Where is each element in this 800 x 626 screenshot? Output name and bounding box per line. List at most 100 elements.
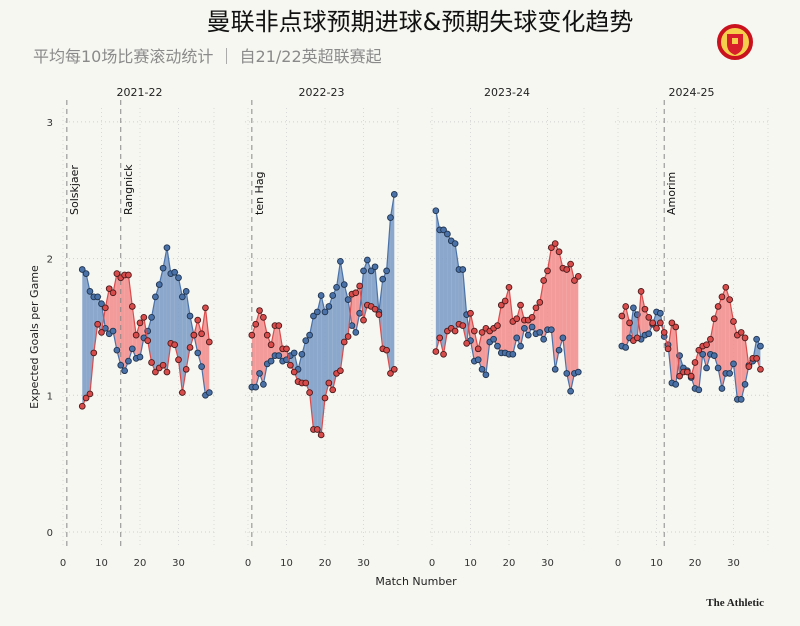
x-axis-label: Match Number (375, 575, 457, 588)
xg-point (656, 309, 664, 317)
xg-point (540, 335, 548, 343)
xga-advantage-area (251, 324, 256, 388)
xg-point (753, 335, 760, 343)
xga-advantage-area (562, 268, 567, 374)
xga-point (202, 304, 209, 312)
xg-point (148, 314, 155, 321)
xg-point (205, 389, 213, 396)
xga-advantage-area (570, 264, 575, 392)
xg-point (302, 337, 310, 344)
panel-2022-23: 0 10 20 30 2022-23 ten Hag (245, 86, 399, 569)
xga-point (432, 348, 440, 355)
xg-point (344, 296, 352, 303)
x-tick-label: 30 (727, 558, 740, 569)
xga-point (186, 344, 194, 351)
xga-point (340, 338, 348, 346)
xg-point (198, 363, 205, 370)
x-tick-label: 20 (134, 558, 147, 569)
xg-advantage-area (305, 335, 310, 393)
fill-areas (82, 247, 210, 407)
xg-point (360, 267, 367, 275)
the-athletic-brand: The Athletic (706, 597, 764, 609)
xg-point (555, 346, 563, 354)
xg-point (348, 322, 356, 329)
xg-point (136, 353, 144, 361)
xga-point (352, 289, 360, 297)
xga-point (113, 270, 121, 277)
xga-point (703, 341, 710, 349)
xga-point (98, 329, 105, 336)
xga-point (730, 318, 737, 325)
xg-point (313, 308, 321, 316)
xg-point (310, 312, 317, 320)
xga-point (267, 341, 275, 349)
xg-point (741, 381, 749, 388)
xga-point (329, 386, 337, 394)
xg-point (478, 365, 486, 373)
xg-point (86, 288, 94, 295)
xga-point (94, 320, 102, 328)
xg-point (622, 344, 630, 351)
xg-point (98, 300, 105, 308)
xga-point (313, 426, 321, 433)
xg-point (171, 268, 179, 276)
xga-advantage-area (745, 337, 749, 385)
xg-advantage-area (382, 270, 387, 351)
xga-advantage-area (566, 264, 571, 392)
season-label: 2023-24 (484, 86, 530, 99)
xg-point (551, 365, 559, 373)
xg-point (371, 263, 379, 271)
xga-advantage-area (259, 310, 264, 385)
xga-advantage-area (671, 322, 676, 385)
xga-point (664, 345, 672, 353)
xga-point (757, 365, 764, 373)
xga-advantage-area (470, 313, 475, 362)
xg-point (298, 350, 306, 358)
xg-point (290, 349, 298, 357)
xga-point (387, 370, 394, 377)
xg-point (482, 371, 490, 379)
xg-point (517, 342, 524, 350)
xg-advantage-area (447, 233, 452, 332)
x-tick-label: 10 (280, 558, 293, 569)
xga-advantage-area (641, 291, 645, 340)
manager-label: Amorim (665, 172, 678, 215)
xg-point (179, 293, 186, 301)
y-tick-label: 1 (47, 391, 53, 402)
xga-point (660, 329, 668, 336)
xg-point (390, 191, 398, 198)
xga-point (668, 319, 676, 327)
xg-point (547, 326, 555, 334)
xg-point (379, 275, 387, 283)
xg-point (513, 334, 521, 342)
xg-point (459, 266, 467, 273)
xga-advantage-area (205, 307, 210, 396)
xga-advantage-area (718, 296, 722, 389)
xg-point (559, 334, 567, 342)
xg-point (275, 352, 283, 360)
xga-advantage-area (555, 243, 560, 370)
x-tick-label: 20 (319, 558, 332, 569)
xg-point (329, 292, 337, 299)
xg-point (321, 308, 329, 316)
xga-point (248, 331, 256, 339)
xga-advantage-area (255, 310, 260, 388)
xga-point (540, 277, 548, 284)
xga-point (306, 389, 313, 396)
xga-point (691, 359, 699, 366)
xga-point (252, 320, 260, 328)
xg-point (325, 303, 333, 310)
xg-point (252, 383, 260, 391)
xg-point (737, 396, 745, 403)
xga-point (337, 367, 344, 375)
xga-point (501, 297, 509, 305)
xg-point (563, 370, 571, 377)
season-label: 2022-23 (299, 86, 345, 99)
xg-advantage-area (390, 194, 395, 374)
xga-point (718, 293, 726, 301)
xg-advantage-area (89, 291, 94, 394)
x-tick-label: 0 (615, 558, 621, 569)
xg-advantage-area (313, 311, 318, 430)
xg-point (340, 281, 348, 288)
chart-subtitle: 平均每10场比赛滚动统计 ｜ 自21/22英超联赛起 (33, 47, 382, 66)
